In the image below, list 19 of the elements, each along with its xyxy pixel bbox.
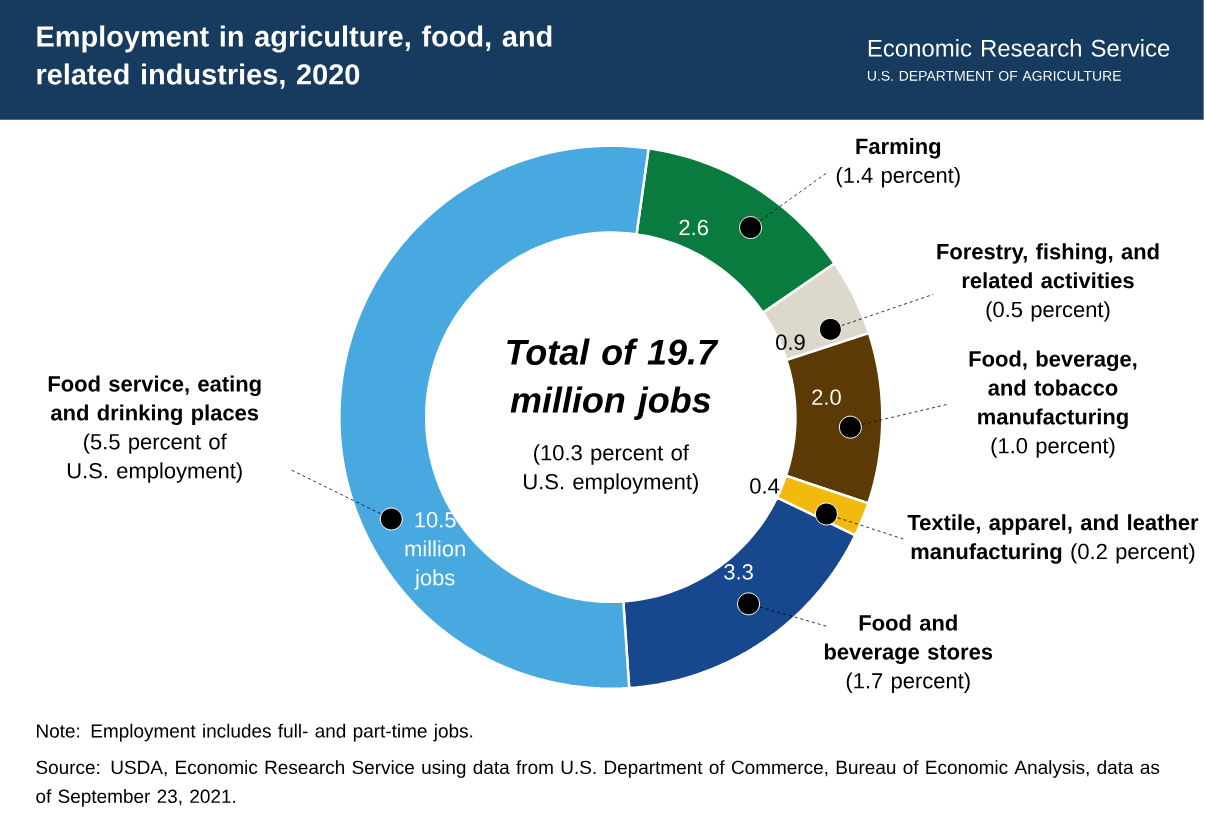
text: Economic Research Service <box>868 38 1170 57</box>
text: (10.3 percent of U.S. employment) <box>524 444 698 494</box>
slice-label: Farming (1.4 percent) <box>836 137 960 188</box>
slice-label: Food, beverage, and tobacco manufacturing (1.0 percent) <box>969 350 1137 458</box>
data-label: 2.6 <box>679 219 708 236</box>
slice-label: Food service, eating and drinking places (5.5 percent of U.S. employment) <box>48 375 261 483</box>
slice-label: Forestry, fishing, and related activities (0.5 percent) <box>937 243 1159 322</box>
slice-label: Food and beverage stores (1.7 percent) <box>824 614 993 693</box>
slice-label: Textile, apparel, and leather manufacturing (0.2 percent) <box>907 513 1199 564</box>
data-label: 0.4 <box>750 478 780 494</box>
text: Note: Employment includes full- and part-time jobs. <box>37 723 473 742</box>
text: U.S. DEPARTMENT OF AGRICULTURE <box>867 70 1121 81</box>
chart-title: Employment in agriculture, food, and related industries, 2020 <box>37 25 552 89</box>
data-label: 10.5 million jobs <box>405 511 465 590</box>
data-label: 2.0 <box>812 389 841 405</box>
text: Total of 19.7 million jobs <box>507 338 719 420</box>
data-label: 3.3 <box>724 563 753 580</box>
source-note: Source: USDA, Economic Research Service using data from U.S. Department of Commerce, Bureau of Economic Analysis, data as of September 23, 2021. <box>36 759 1160 807</box>
data-label: 0.9 <box>776 334 805 350</box>
